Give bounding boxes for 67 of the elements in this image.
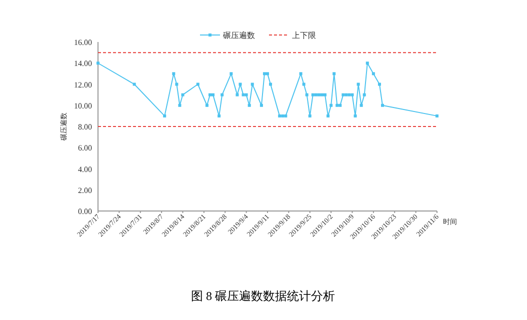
point	[242, 93, 245, 96]
y-tick-label: 12.00	[74, 80, 92, 90]
point	[163, 114, 166, 118]
point	[266, 72, 269, 76]
point	[236, 93, 239, 96]
point	[324, 93, 327, 96]
point	[356, 82, 360, 86]
point	[308, 114, 312, 118]
y-tick-label: 10.00	[74, 101, 92, 110]
point	[348, 93, 351, 96]
line-series	[96, 62, 438, 118]
point	[278, 114, 282, 118]
point	[314, 93, 318, 96]
point	[342, 93, 345, 96]
point	[320, 93, 324, 96]
point	[366, 62, 369, 65]
point	[299, 72, 302, 76]
point	[305, 93, 308, 96]
y-tick-label: 6.00	[78, 144, 92, 153]
point	[362, 93, 366, 96]
point	[175, 82, 178, 86]
point	[302, 82, 306, 86]
point	[178, 104, 182, 107]
point	[181, 93, 184, 96]
point	[372, 72, 375, 76]
point	[96, 62, 100, 65]
point	[381, 104, 384, 107]
point	[317, 93, 320, 96]
point	[354, 114, 357, 118]
point	[220, 93, 224, 96]
y-tick-label: 8.00	[78, 122, 92, 132]
point	[311, 93, 314, 96]
point	[338, 104, 342, 107]
point	[269, 82, 272, 86]
point	[230, 72, 233, 76]
point	[281, 114, 284, 118]
y-tick-label: 4.00	[78, 164, 92, 174]
point	[332, 72, 336, 76]
point	[330, 104, 333, 107]
point	[262, 72, 266, 76]
legend-label: 上下限	[292, 31, 316, 40]
point	[212, 93, 215, 96]
point	[205, 104, 208, 107]
point	[244, 93, 248, 96]
point	[378, 82, 381, 86]
point	[326, 114, 330, 118]
y-tick-label: 2.00	[78, 186, 92, 195]
point	[336, 104, 339, 107]
y-tick-label: 14.00	[74, 59, 92, 68]
y-tick-label: 16.00	[74, 38, 92, 47]
point	[208, 93, 212, 96]
point	[344, 93, 348, 96]
legend-label: 碾压遍数	[222, 31, 255, 40]
point	[172, 72, 176, 76]
point	[248, 104, 251, 107]
point	[360, 104, 363, 107]
point	[238, 82, 242, 86]
point	[260, 104, 263, 107]
point	[436, 114, 438, 118]
point	[350, 93, 354, 96]
point	[284, 114, 288, 118]
point	[218, 114, 221, 118]
point	[132, 82, 136, 86]
point	[196, 82, 200, 86]
caption: 图 8 碾压遍数数据统计分析	[191, 289, 335, 303]
y-tick-label: 0.00	[78, 207, 92, 216]
point	[250, 82, 254, 86]
